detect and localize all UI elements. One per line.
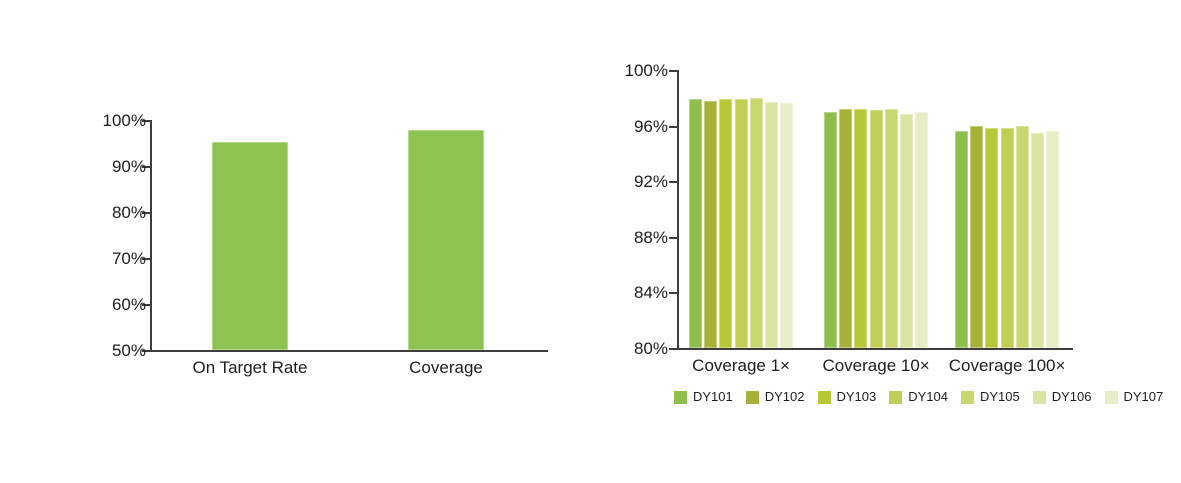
right-chart-y-tick (669, 348, 677, 350)
legend-item-dy103: DY103 (817, 389, 877, 404)
legend-label-dy102: DY102 (764, 389, 805, 404)
right-chart-bar-dy107-group1 (780, 103, 794, 348)
legend-label-dy105: DY105 (980, 389, 1020, 404)
right-chart-y-tick-label: 92% (633, 172, 668, 192)
right-chart-y-tick (669, 236, 677, 239)
left-chart-y-tick (142, 258, 150, 260)
legend-item-dy104: DY104 (889, 390, 948, 404)
left-chart-y-tick-label: 50% (111, 341, 146, 360)
right-chart-y-tick (669, 70, 677, 72)
right-chart-bar-dy105-group3 (1015, 125, 1029, 348)
left-chart-y-tick (142, 212, 150, 214)
legend-label-dy101: DY101 (693, 389, 733, 404)
right-chart-y-tick (669, 292, 677, 295)
left-chart-y-axis (150, 120, 152, 352)
left-chart-y-tick (142, 166, 150, 168)
right-chart-bar-dy107-group3 (1046, 131, 1060, 348)
left-chart-y-tick-label: 80% (111, 203, 146, 222)
legend-swatch-dy102 (745, 390, 759, 404)
right-chart-y-tick-label: 88% (633, 227, 668, 247)
right-chart-bar-dy105-group1 (749, 97, 763, 348)
right-chart-category-label: Coverage 1× (692, 356, 790, 375)
legend-label-dy104: DY104 (908, 389, 948, 404)
right-chart-y-tick (669, 181, 677, 184)
right-chart-y-tick (669, 125, 677, 128)
left-chart-y-tick (142, 304, 150, 306)
right-chart-y-axis (677, 70, 679, 350)
right-chart-bar-dy104-group2 (869, 110, 883, 348)
right-chart-bar-dy102-group3 (970, 125, 984, 348)
legend-item-dy102: DY102 (745, 389, 805, 404)
legend-swatch-dy104 (889, 390, 903, 404)
right-chart-x-axis (677, 348, 1073, 350)
right-chart-bar-dy103-group2 (854, 108, 868, 348)
left-chart-y-tick (142, 350, 150, 352)
right-chart-bar-dy104-group1 (734, 99, 748, 348)
right-chart-bar-dy101-group2 (824, 111, 837, 348)
left-chart-bar-coverage (408, 130, 484, 350)
legend-swatch-dy105 (961, 390, 974, 404)
left-chart-y-tick-label: 60% (111, 295, 146, 314)
legend-label-dy107: DY107 (1123, 389, 1164, 404)
right-chart-bar-dy101-group3 (955, 131, 968, 348)
left-chart-y-tick (142, 120, 150, 122)
right-chart-bar-dy104-group3 (1000, 128, 1014, 348)
right-chart-bar-dy102-group1 (704, 100, 718, 348)
legend-label-dy103: DY103 (836, 389, 877, 404)
right-chart-bar-dy106-group2 (900, 114, 913, 348)
left-chart-x-axis (150, 350, 548, 352)
legend-item-dy105: DY105 (961, 390, 1020, 404)
legend-swatch-dy107 (1104, 390, 1118, 404)
legend-swatch-dy106 (1032, 390, 1046, 404)
legend-label-dy106: DY106 (1051, 389, 1092, 404)
right-chart-bar-dy106-group3 (1031, 132, 1044, 348)
left-chart-y-tick-label: 70% (111, 249, 146, 268)
left-chart-category-label: On Target Rate (192, 358, 308, 377)
right-chart-bar-dy107-group2 (915, 111, 929, 348)
legend-swatch-dy103 (817, 390, 831, 404)
right-chart-bar-dy103-group3 (985, 128, 999, 348)
left-chart-category-label: Coverage (409, 358, 483, 377)
legend-swatch-dy101 (674, 390, 687, 404)
left-chart-y-tick-label: 90% (111, 157, 146, 176)
right-chart-y-tick-label: 84% (633, 283, 668, 303)
left-chart-y-tick-label: 100% (102, 111, 146, 130)
legend-item-dy107: DY107 (1104, 389, 1164, 404)
right-chart-y-tick-label: 96% (633, 116, 668, 136)
legend: DY101 DY102 DY103 DY104 DY105 DY106 DY107 (674, 390, 1163, 404)
right-chart-bar-dy106-group1 (765, 101, 778, 348)
right-chart-bar-dy101-group1 (689, 99, 702, 348)
right-chart-y-tick-label: 100% (624, 61, 668, 80)
right-chart-bar-dy103-group1 (719, 99, 733, 348)
legend-item-dy101: DY101 (674, 390, 733, 404)
right-chart-category-label: Coverage 100× (948, 356, 1066, 375)
right-chart-category-label: Coverage 10× (822, 356, 930, 375)
left-chart-bar-on-target-rate (212, 142, 288, 350)
right-chart-y-tick-label: 80% (633, 339, 668, 358)
right-chart-bar-dy102-group2 (839, 108, 853, 348)
right-chart-bar-dy105-group2 (884, 108, 898, 348)
legend-item-dy106: DY106 (1032, 389, 1092, 404)
